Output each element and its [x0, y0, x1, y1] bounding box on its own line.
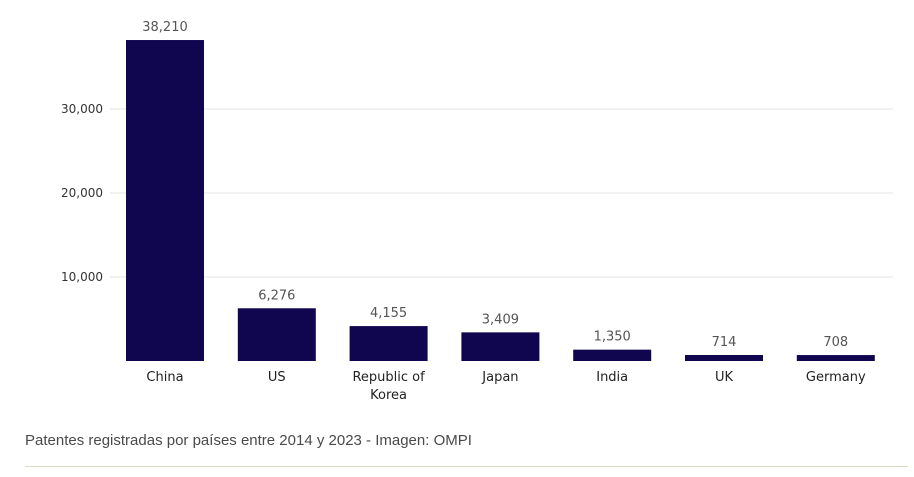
data-label: 4,155 [370, 306, 407, 321]
data-label: 1,350 [594, 330, 631, 345]
bar [573, 349, 652, 361]
figure-caption: Patentes registradas por países entre 20… [25, 432, 472, 449]
y-tick-label: 20,000 [61, 186, 103, 200]
value-labels: 38,210 6,276 4,155 3,409 1,350 714 708 [142, 20, 848, 350]
bar [461, 332, 540, 361]
data-label: 708 [823, 335, 848, 350]
x-tick-label: Japan [481, 370, 518, 385]
bar [237, 308, 316, 361]
divider [25, 466, 908, 467]
x-axis: China US Republic of Korea Japan India UK Germa… [146, 370, 866, 403]
data-label: 6,276 [258, 288, 295, 303]
y-axis: 10,000 20,000 30,000 [61, 102, 103, 284]
bar [796, 355, 875, 361]
data-label: 38,210 [142, 20, 188, 35]
bar [349, 326, 428, 361]
x-tick-label: India [596, 370, 628, 385]
data-label: 3,409 [482, 312, 519, 327]
y-tick-label: 10,000 [61, 270, 103, 284]
bars [126, 40, 875, 361]
gridlines [110, 108, 893, 278]
x-tick-label: US [268, 370, 286, 385]
bar [126, 40, 204, 361]
x-tick-label: Germany [806, 370, 866, 385]
x-tick-label: China [146, 370, 183, 385]
bar-chart: 10,000 20,000 30,000 38,210 6,276 4,155 3,409… [61, 20, 893, 403]
bar [685, 355, 763, 361]
y-tick-label: 30,000 [61, 102, 103, 116]
x-tick-label: Republic of Korea [352, 370, 425, 403]
data-label: 714 [712, 335, 737, 350]
x-tick-label: UK [715, 370, 734, 385]
